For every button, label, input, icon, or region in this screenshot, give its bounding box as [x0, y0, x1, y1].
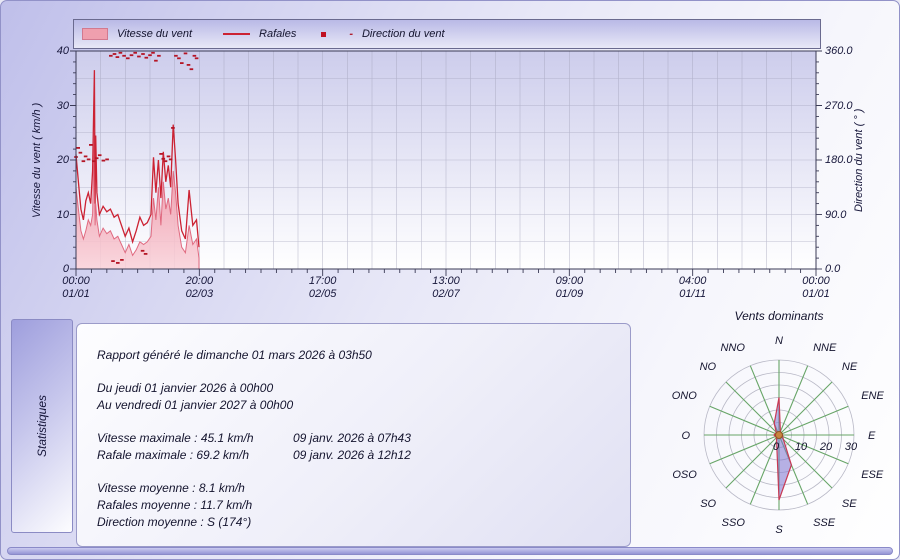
rose-direction-label: S [775, 524, 783, 536]
rose-radial-tick-label: 10 [795, 441, 808, 453]
max-gust-value: Rafale maximale : 69.2 km/h [97, 448, 250, 462]
spacer [97, 464, 630, 480]
y-right-tick-label: 90.0 [825, 208, 847, 221]
rose-direction-label: NE [842, 361, 858, 373]
gusts-line-marker [223, 33, 251, 35]
rose-direction-label: O [681, 430, 690, 442]
rose-direction-label: SSE [813, 517, 836, 529]
rose-direction-label: ESE [861, 469, 884, 481]
statistics-panel: Rapport généré le dimanche 01 mars 2026 … [76, 323, 631, 547]
period-from-line: Du jeudi 01 janvier 2026 à 00h00 [97, 381, 274, 395]
x-tick-label: 17:00 02/05 [308, 275, 337, 300]
spacer [97, 364, 630, 380]
x-tick-label: 13:00 02/07 [432, 275, 460, 300]
y-left-tick-label: 10 [56, 208, 69, 221]
avg-direction-line: Direction moyenne : S (174°) [97, 515, 252, 529]
statistics-sidebar: Statistiques [11, 319, 73, 533]
chart-legend: Vitesse du vent Rafales - Direction du v… [73, 19, 821, 49]
legend-wind-speed-label: Vitesse du vent [117, 28, 193, 40]
rose-radial-tick-label: 0 [773, 441, 780, 453]
y-right-tick-label: 0.0 [825, 263, 841, 275]
rose-direction-label: NNE [813, 342, 837, 354]
x-tick-label: 04:00 01/11 [678, 275, 707, 300]
max-gust-date: 09 janv. 2026 à 12h12 [293, 448, 411, 462]
y-left-tick-label: 20 [56, 154, 69, 166]
rose-direction-label: NNO [720, 342, 745, 354]
rose-direction-label: SO [700, 498, 716, 510]
x-tick-label: 00:00 01/01 [802, 275, 830, 300]
max-speed-date: 09 janv. 2026 à 07h43 [293, 431, 411, 445]
period-to-line: Au vendredi 01 janvier 2027 à 00h00 [97, 398, 294, 412]
rose-direction-label: E [868, 430, 876, 442]
rose-direction-label: OSO [672, 469, 697, 481]
y-right-tick-label: 360.0 [825, 45, 853, 57]
rose-direction-label: SE [842, 498, 857, 510]
avg-gust-line: Rafales moyenne : 11.7 km/h [97, 498, 253, 512]
y-left-tick-label: 40 [56, 45, 69, 57]
max-speed-value: Vitesse maximale : 45.1 km/h [97, 431, 254, 445]
wind-timeseries-plot [70, 50, 822, 276]
rose-direction-label: NO [700, 361, 717, 373]
x-tick-label: 20:00 02/03 [185, 275, 214, 300]
rose-direction-label: ONO [672, 390, 698, 402]
x-tick-label: 00:00 01/01 [62, 275, 90, 300]
wind-rose-title: Vents dominants [734, 309, 824, 323]
x-tick-label: 09:00 01/09 [555, 275, 584, 300]
report-generated-line: Rapport généré le dimanche 01 mars 2026 … [97, 348, 372, 362]
legend-direction-label: Direction du vent [361, 28, 445, 40]
bottom-accent-bar [7, 547, 893, 555]
y-left-tick-label: 30 [56, 99, 69, 112]
direction-dot-marker [321, 31, 327, 37]
max-speed-row: Vitesse maximale : 45.1 km/h 09 janv. 20… [97, 430, 630, 447]
y-right-tick-label: 180.0 [825, 154, 853, 166]
rose-direction-label: ENE [861, 390, 884, 402]
direction-dash-marker: - [349, 28, 353, 40]
rose-direction-label: N [775, 335, 783, 347]
rose-radial-tick-label: 20 [819, 441, 833, 453]
rose-direction-label: SSO [722, 517, 746, 529]
wind-speed-swatch [82, 28, 108, 40]
max-gust-row: Rafale maximale : 69.2 km/h 09 janv. 202… [97, 447, 630, 464]
y-right-tick-label: 270.0 [825, 99, 853, 112]
avg-speed-line: Vitesse moyenne : 8.1 km/h [97, 481, 245, 495]
y-left-tick-label: 0 [62, 263, 69, 275]
statistics-sidebar-label: Statistiques [35, 394, 49, 458]
legend-gusts-label: Rafales [259, 28, 297, 40]
rose-radial-tick-label: 30 [845, 441, 858, 453]
spacer [97, 414, 630, 430]
